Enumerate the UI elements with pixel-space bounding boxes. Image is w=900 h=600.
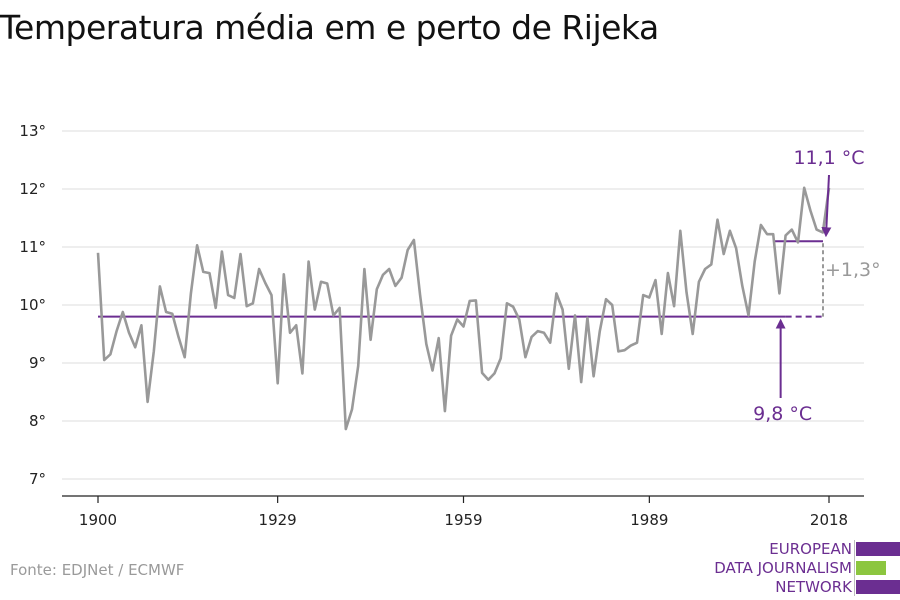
recent-arrow (821, 174, 832, 238)
logo-bar-1 (856, 542, 900, 556)
page-title: Temperatura média em e perto de Rijeka (0, 8, 659, 47)
y-tick-label: 11° (19, 238, 46, 256)
x-tick-label: 1959 (444, 511, 482, 529)
edjnet-logo: EUROPEAN DATA JOURNALISM NETWORK (712, 540, 900, 596)
y-axis-labels: 7° 8° 9° 10° 11° 12° 13° (19, 122, 46, 488)
difference-label: +1,3° (825, 259, 881, 281)
logo-separator (854, 540, 855, 596)
x-tick-label: 2018 (810, 511, 848, 529)
recent-average-label: 11,1 °C (793, 147, 864, 169)
logo-line-3: NETWORK (775, 578, 852, 596)
x-tick-label: 1989 (630, 511, 668, 529)
y-tick-label: 12° (19, 180, 46, 198)
y-tick-label: 8° (29, 412, 46, 430)
y-tick-label: 10° (19, 296, 46, 314)
logo-bar-3 (856, 580, 900, 594)
baseline-average-label: 9,8 °C (753, 403, 812, 425)
logo-line-1: EUROPEAN (769, 540, 852, 558)
logo-bar-2 (856, 561, 886, 575)
logo-line-2: DATA JOURNALISM (714, 559, 852, 577)
x-tick-label: 1929 (259, 511, 297, 529)
x-tick-label: 1900 (79, 511, 117, 529)
y-tick-label: 7° (29, 470, 46, 488)
source-note: Fonte: EDJNet / ECMWF (10, 561, 185, 579)
temperature-series-line (96, 186, 831, 431)
y-tick-label: 9° (29, 354, 46, 372)
y-tick-label: 13° (19, 122, 46, 140)
gridlines (62, 130, 864, 480)
x-axis-ticks: 1900 1929 1959 1989 2018 (79, 496, 848, 529)
